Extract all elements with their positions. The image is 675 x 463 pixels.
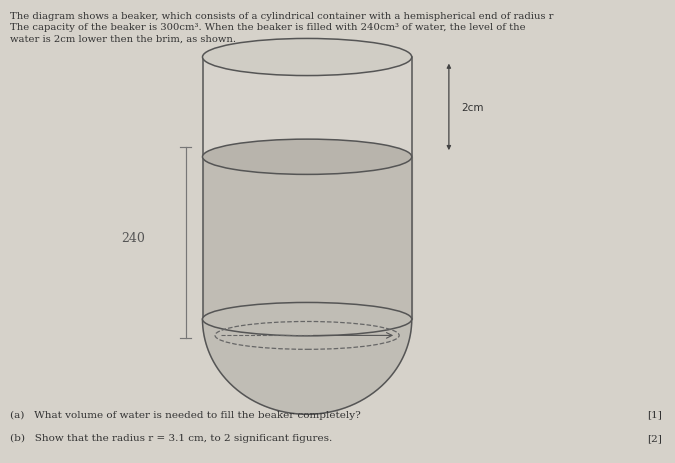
Text: The capacity of the beaker is 300cm³. When the beaker is filled with 240cm³ of w: The capacity of the beaker is 300cm³. Wh… (10, 23, 526, 32)
Text: [2]: [2] (647, 433, 662, 442)
Ellipse shape (202, 140, 412, 175)
Text: The diagram shows a beaker, which consists of a cylindrical container with a hem: The diagram shows a beaker, which consis… (10, 12, 554, 20)
Polygon shape (202, 319, 412, 414)
Text: r: r (345, 315, 349, 325)
Ellipse shape (202, 303, 412, 336)
Text: (a)   What volume of water is needed to fill the beaker completely?: (a) What volume of water is needed to fi… (10, 410, 361, 419)
Text: 2cm: 2cm (461, 103, 483, 113)
Text: (b)   Show that the radius r = 3.1 cm, to 2 significant figures.: (b) Show that the radius r = 3.1 cm, to … (10, 433, 332, 442)
Text: 240: 240 (122, 232, 145, 245)
Ellipse shape (202, 39, 412, 76)
Text: [1]: [1] (647, 410, 662, 419)
Text: water is 2cm lower then the brim, as shown.: water is 2cm lower then the brim, as sho… (10, 35, 236, 44)
